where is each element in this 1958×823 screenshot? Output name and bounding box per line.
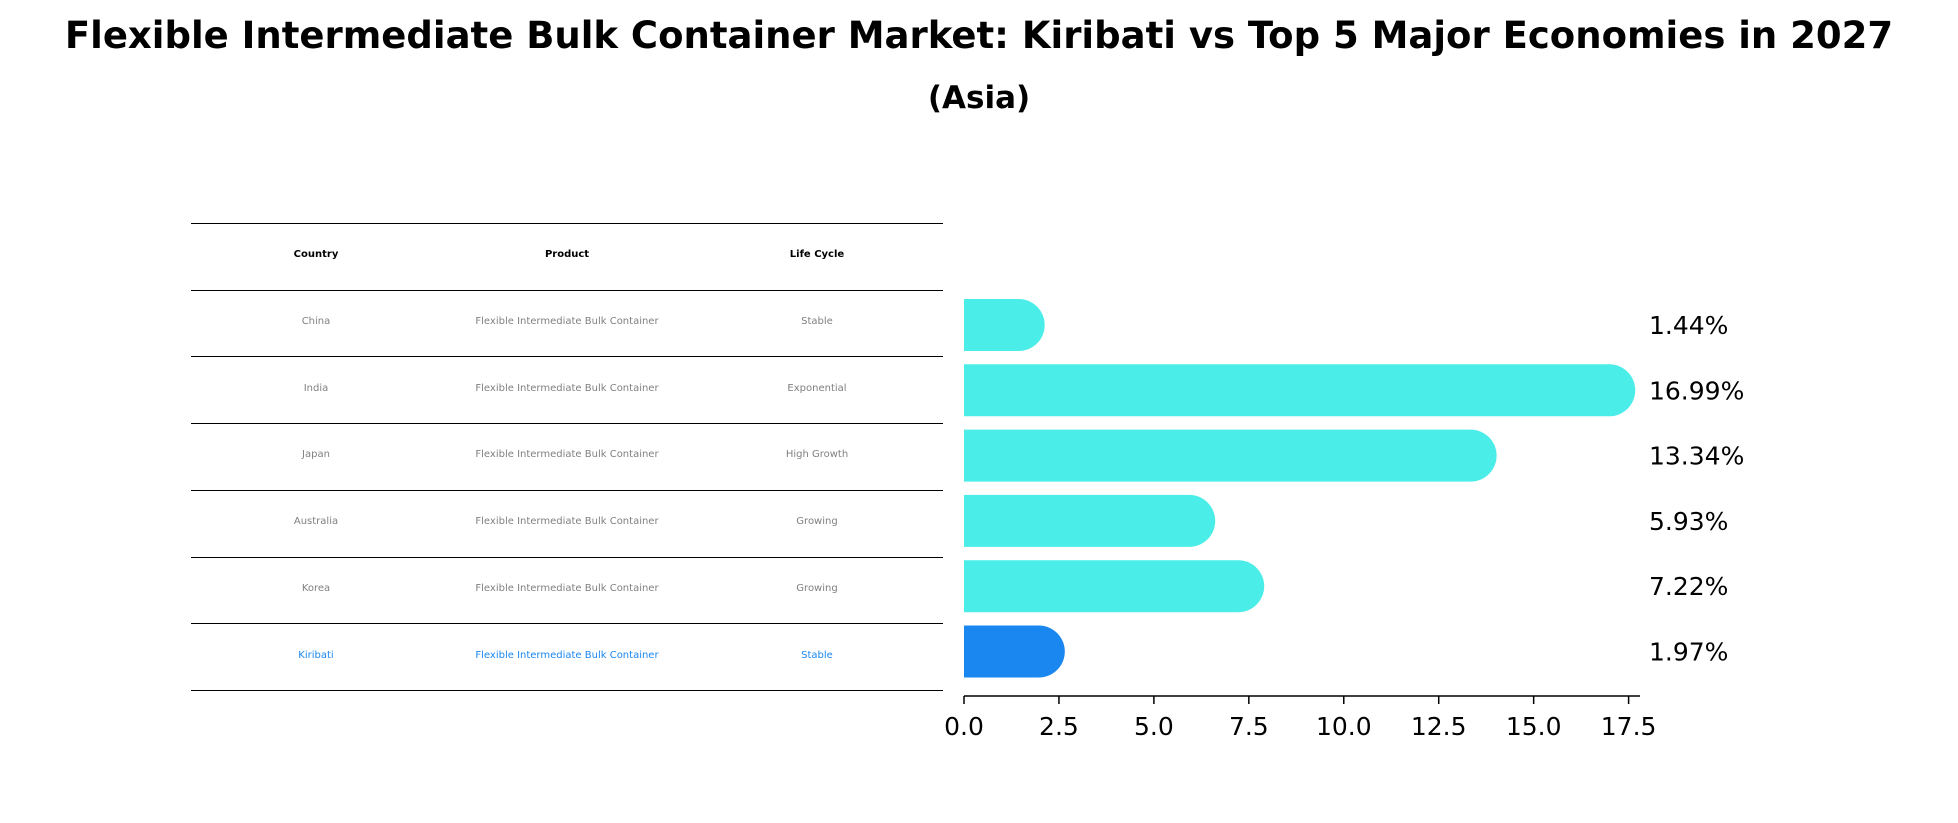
table-rule: [191, 356, 943, 358]
table-header-cell: Life Cycle: [789, 249, 845, 261]
bar-japan: [964, 429, 1497, 482]
table-cell: Flexible Intermediate Bulk Container: [475, 649, 659, 661]
table-cell: Stable: [801, 316, 833, 328]
table-cell: Flexible Intermediate Bulk Container: [475, 449, 659, 461]
data-label: 5.93%: [1649, 507, 1728, 536]
table-cell: Kiribati: [298, 649, 334, 661]
table-rule: [191, 423, 943, 425]
table-rule: [191, 223, 943, 224]
x-tick-label: 12.5: [1411, 712, 1467, 741]
table-cell: Stable: [801, 649, 833, 661]
table-cell: Japan: [302, 449, 330, 461]
table-rule: [191, 623, 943, 625]
table-cell: Growing: [796, 516, 838, 528]
data-label: 1.97%: [1649, 638, 1728, 667]
x-tick-label: 5.0: [1134, 712, 1174, 741]
bar-kiribati: [964, 625, 1065, 678]
data-label: 1.44%: [1649, 311, 1728, 340]
bar-korea: [964, 560, 1265, 613]
x-tick-label: 10.0: [1316, 712, 1372, 741]
table-cell: Korea: [301, 582, 331, 594]
table-cell: Flexible Intermediate Bulk Container: [475, 316, 659, 328]
table-rule: [191, 289, 943, 291]
data-label: 13.34%: [1649, 442, 1744, 471]
table-cell: Flexible Intermediate Bulk Container: [475, 582, 659, 594]
data-label: 7.22%: [1649, 572, 1728, 601]
bar-china: [964, 299, 1045, 351]
table-cell: Exponential: [787, 382, 847, 394]
table-cell: Flexible Intermediate Bulk Container: [475, 382, 659, 394]
chart-subtitle: (Asia): [927, 80, 1031, 116]
table-rule: [191, 689, 943, 691]
table-rule: [191, 489, 943, 491]
data-label: 16.99%: [1649, 376, 1744, 405]
table-cell: Australia: [293, 516, 339, 528]
x-tick-label: 17.5: [1601, 712, 1657, 741]
table-cell: Flexible Intermediate Bulk Container: [475, 516, 659, 528]
x-tick-label: 15.0: [1506, 712, 1562, 741]
x-tick-label: 2.5: [1039, 712, 1079, 741]
table-cell: Growing: [796, 582, 838, 594]
table-cell: High Growth: [785, 449, 849, 461]
table-cell: India: [303, 382, 329, 394]
bar-india: [964, 364, 1636, 417]
chart-title: Flexible Intermediate Bulk Container Mar…: [64, 14, 1894, 57]
table-header-cell: Product: [544, 249, 590, 261]
table-cell: China: [301, 316, 331, 328]
x-tick-label: 7.5: [1229, 712, 1269, 741]
x-tick-label: 0.0: [944, 712, 984, 741]
table-rule: [191, 556, 943, 558]
bar-australia: [964, 494, 1216, 547]
table-header-cell: Country: [293, 249, 339, 261]
